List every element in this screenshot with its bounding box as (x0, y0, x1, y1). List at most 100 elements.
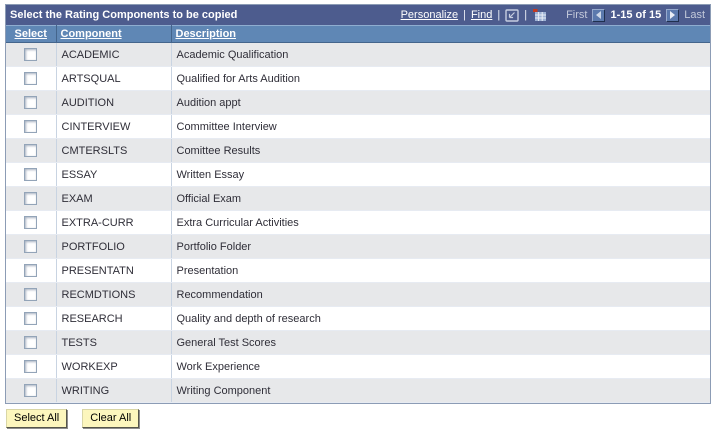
table-row: ESSAY Written Essay (6, 162, 710, 187)
component-cell: WRITING (56, 378, 172, 403)
column-header-select-link[interactable]: Select (14, 28, 47, 40)
description-value: Comittee Results (176, 144, 261, 157)
component-value: ACADEMIC (61, 48, 120, 61)
table-row: AUDITION Audition appt (6, 90, 710, 115)
chevron-left-icon (596, 11, 602, 19)
table-row: PORTFOLIO Portfolio Folder (6, 234, 710, 259)
component-value: WORKEXP (61, 360, 118, 373)
column-header-component-link[interactable]: Component (60, 28, 122, 40)
select-cell (6, 186, 57, 211)
component-cell: PORTFOLIO (56, 234, 172, 259)
component-value: TESTS (61, 336, 97, 349)
row-select-checkbox[interactable] (24, 240, 38, 253)
component-cell: EXTRA-CURR (56, 210, 172, 235)
description-value: Extra Curricular Activities (176, 216, 299, 229)
row-select-checkbox[interactable] (24, 264, 38, 277)
row-select-checkbox[interactable] (24, 72, 38, 85)
description-cell: Written Essay (171, 162, 710, 187)
column-header-select: Select (6, 25, 57, 43)
toolbar-separator: | (463, 9, 466, 21)
description-cell: Recommendation (171, 282, 710, 307)
row-select-checkbox[interactable] (24, 192, 38, 205)
select-cell (6, 138, 57, 163)
component-value: ESSAY (61, 168, 98, 181)
toolbar-separator: | (524, 9, 528, 21)
select-cell (6, 330, 57, 355)
component-cell: WORKEXP (56, 354, 172, 379)
component-value: EXAM (61, 192, 93, 205)
pagination-last[interactable]: Last (684, 9, 705, 21)
table-row: RECMDTIONS Recommendation (6, 282, 710, 307)
row-select-checkbox[interactable] (24, 120, 38, 133)
component-cell: PRESENTATN (56, 258, 172, 283)
column-header-description: Description (170, 25, 710, 43)
row-select-checkbox[interactable] (24, 144, 38, 157)
popup-zoom-icon[interactable] (505, 8, 519, 22)
row-select-checkbox[interactable] (24, 168, 38, 181)
select-cell (6, 234, 57, 259)
row-select-checkbox[interactable] (24, 96, 38, 109)
prev-page-button[interactable] (592, 8, 606, 22)
description-cell: Qualified for Arts Audition (171, 66, 710, 91)
select-cell (6, 66, 57, 91)
row-select-checkbox[interactable] (24, 384, 38, 397)
description-cell: General Test Scores (171, 330, 710, 355)
component-value: AUDITION (61, 96, 115, 109)
clear-all-button[interactable]: Clear All (82, 409, 140, 428)
row-select-checkbox[interactable] (24, 48, 38, 61)
description-cell: Extra Curricular Activities (171, 210, 710, 235)
personalize-link[interactable]: Personalize (400, 9, 459, 21)
pagination-first[interactable]: First (566, 9, 588, 21)
description-cell: Official Exam (171, 186, 710, 211)
row-select-checkbox[interactable] (24, 360, 38, 373)
component-cell: ARTSQUAL (56, 66, 172, 91)
chevron-right-icon (670, 11, 676, 19)
toolbar-separator: | (497, 9, 501, 21)
table-row: ARTSQUAL Qualified for Arts Audition (6, 66, 710, 91)
description-value: Academic Qualification (176, 48, 289, 61)
rating-components-grid: Select the Rating Components to be copie… (5, 4, 711, 404)
table-row: RESEARCH Quality and depth of research (6, 306, 710, 331)
description-cell: Work Experience (171, 354, 710, 379)
description-cell: Writing Component (171, 378, 710, 403)
description-value: Recommendation (176, 288, 263, 301)
description-value: Quality and depth of research (176, 312, 321, 325)
grid-title: Select the Rating Components to be copie… (10, 9, 238, 21)
column-header-description-link[interactable]: Description (175, 28, 237, 40)
description-value: Committee Interview (176, 120, 277, 133)
row-select-checkbox[interactable] (24, 216, 38, 229)
description-value: Official Exam (176, 192, 242, 205)
column-header-component: Component (55, 25, 172, 43)
description-value: Presentation (176, 264, 239, 277)
grid-titlebar: Select the Rating Components to be copie… (6, 5, 710, 25)
find-link[interactable]: Find (470, 9, 493, 21)
component-cell: AUDITION (56, 90, 172, 115)
component-cell: RECMDTIONS (56, 282, 172, 307)
description-value: Qualified for Arts Audition (176, 72, 301, 85)
component-value: RESEARCH (61, 312, 123, 325)
row-select-checkbox[interactable] (24, 288, 38, 301)
description-value: Writing Component (176, 384, 271, 397)
table-row: PRESENTATN Presentation (6, 258, 710, 283)
row-select-checkbox[interactable] (24, 312, 38, 325)
row-select-checkbox[interactable] (24, 336, 38, 349)
page: Select the Rating Components to be copie… (5, 4, 711, 428)
components-table: Select Component Description ACADEMIC Ac… (6, 25, 710, 403)
table-row: CINTERVIEW Committee Interview (6, 114, 710, 139)
component-cell: EXAM (56, 186, 172, 211)
component-cell: ESSAY (56, 162, 172, 187)
component-value: ARTSQUAL (61, 72, 121, 85)
description-value: Audition appt (176, 96, 241, 109)
action-bar: Select All Clear All (6, 409, 711, 428)
select-all-button[interactable]: Select All (6, 409, 68, 428)
table-row: TESTS General Test Scores (6, 330, 710, 355)
next-page-button[interactable] (666, 8, 680, 22)
component-cell: CMTERSLTS (56, 138, 172, 163)
component-cell: RESEARCH (56, 306, 172, 331)
description-value: Written Essay (176, 168, 245, 181)
table-row: CMTERSLTS Comittee Results (6, 138, 710, 163)
download-grid-icon[interactable] (532, 8, 547, 22)
table-row: WORKEXP Work Experience (6, 354, 710, 379)
component-cell: TESTS (56, 330, 172, 355)
select-cell (6, 354, 57, 379)
